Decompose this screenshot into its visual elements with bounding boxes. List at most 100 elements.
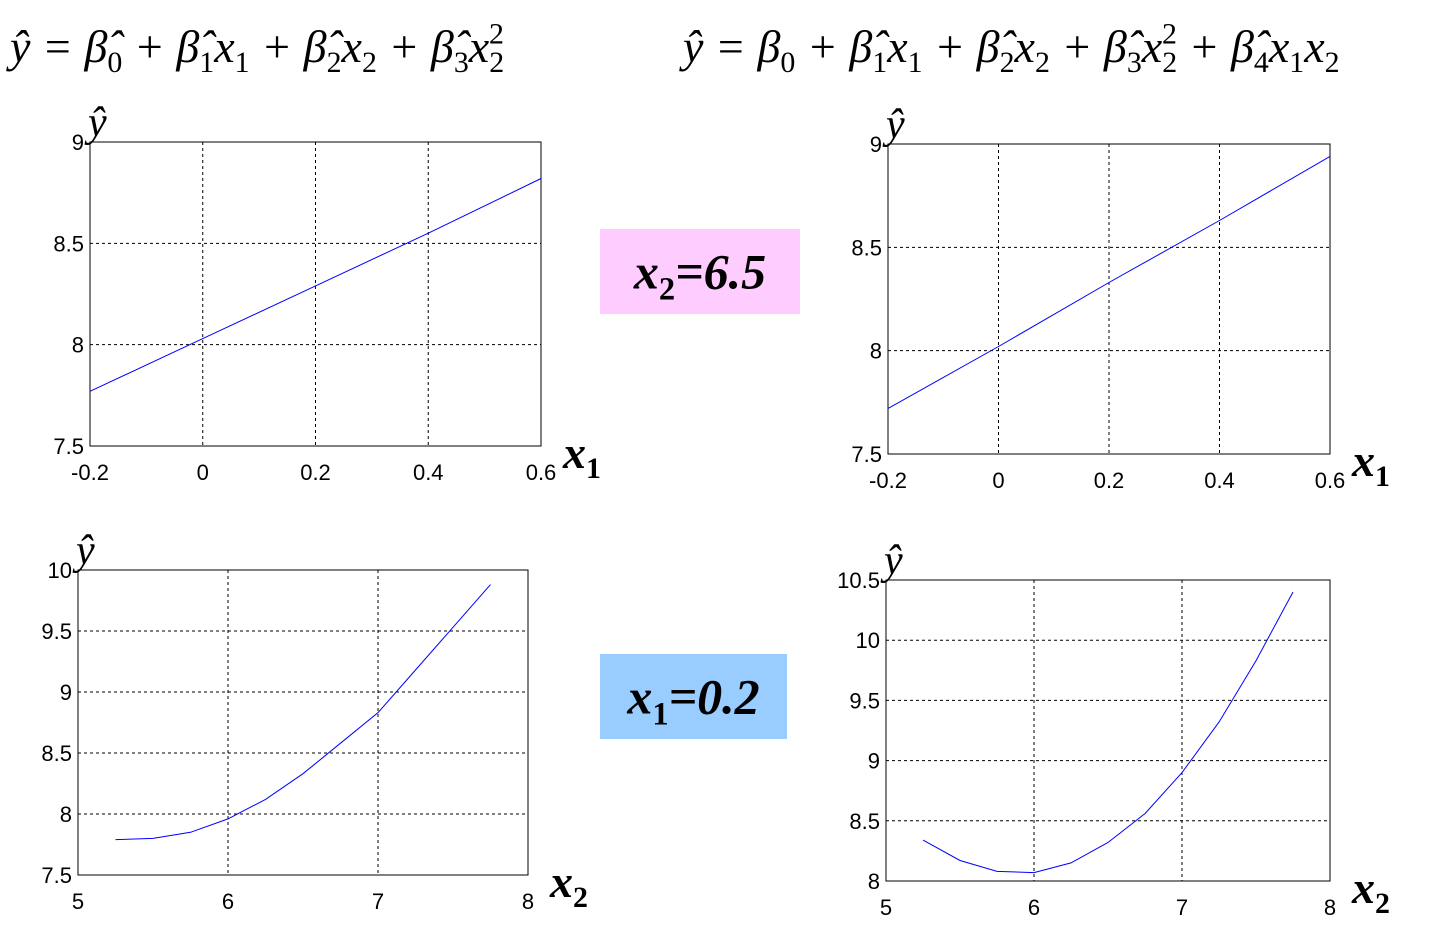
subscript: 2 (362, 46, 377, 79)
term: x (626, 669, 652, 725)
term: x (1351, 435, 1375, 486)
x-tick-label: 6 (222, 889, 234, 914)
term: x (1268, 21, 1290, 72)
x-tick-label: 5 (880, 895, 892, 920)
term: ŷ = β (679, 21, 780, 72)
subscript: 2 (1325, 46, 1340, 79)
y-axis-label: ŷ (880, 538, 903, 584)
y-tick-label: 9 (868, 749, 880, 774)
subscript: 0 (107, 46, 122, 79)
x-tick-label: 5 (72, 889, 84, 914)
line (887, 155, 1331, 409)
y-tick-label: 8 (72, 333, 84, 358)
y-tick-label: 7.5 (41, 863, 72, 888)
x-axis-label: x1​ (562, 427, 601, 485)
line (89, 178, 542, 392)
term: x (1014, 21, 1036, 72)
x-tick-label: 6 (1028, 895, 1040, 920)
term: x (633, 244, 659, 300)
y-tick-label: 8.5 (41, 741, 72, 766)
x-axis-label: x2​ (1351, 862, 1390, 920)
y-tick-label: 9 (60, 680, 72, 705)
subscript: 3 (454, 46, 469, 79)
note: x2​=6.5 (633, 244, 766, 308)
y-tick-label: 8.5 (851, 235, 882, 260)
subscript: 1 (908, 46, 923, 79)
subscript: 0 (780, 46, 795, 79)
term: x (562, 427, 586, 478)
x-tick-label: 7 (372, 889, 384, 914)
superscript: 2 (1162, 18, 1177, 51)
y-tick-label: 8 (60, 802, 72, 827)
subscript: 1 (1289, 46, 1304, 79)
subscript: 4 (1254, 46, 1269, 79)
y-tick-label: 7.5 (53, 434, 84, 459)
x-tick-label: 8 (522, 889, 534, 914)
y-axis-label: ŷ (72, 528, 95, 574)
x-tick-label: 0.4 (413, 460, 444, 485)
term: x (886, 21, 908, 72)
axes-frame (77, 569, 529, 876)
x-tick-label: 0.6 (526, 460, 557, 485)
subscript: 1 (652, 697, 668, 733)
x-tick-label: 7 (1176, 895, 1188, 920)
axes-frame (885, 579, 1331, 882)
term: x (213, 21, 235, 72)
subscript: 2 (1375, 887, 1390, 920)
y-tick-label: 8 (870, 339, 882, 364)
term: x (1141, 21, 1163, 72)
term: x (549, 856, 573, 907)
y-tick-label: 10 (48, 558, 72, 583)
y-tick-label: 10 (856, 628, 880, 653)
y-axis-label: ŷ (882, 102, 905, 148)
plot-area (78, 570, 528, 875)
y-tick-label: 9.5 (41, 619, 72, 644)
subscript: 2 (327, 46, 342, 79)
x-tick-label: 0.4 (1204, 468, 1235, 493)
subscript: 1 (872, 46, 887, 79)
x-tick-label: 0 (992, 468, 1004, 493)
x-tick-label: 0 (197, 460, 209, 485)
subscript: 3 (1127, 46, 1142, 79)
superscript: 2 (489, 18, 504, 51)
subscript: 2 (1035, 46, 1050, 79)
y-tick-label: 10.5 (837, 568, 880, 593)
subscript: 2 (1162, 46, 1177, 79)
y-tick-label: 8.5 (849, 809, 880, 834)
axes-frame (887, 143, 1331, 455)
subscript: 2 (1000, 46, 1015, 79)
subscript: 2 (573, 881, 588, 914)
y-tick-label: 7.5 (851, 442, 882, 467)
plot-area (886, 580, 1330, 881)
y-tick-label: 9.5 (849, 688, 880, 713)
subscript: 1 (235, 46, 250, 79)
x-tick-label: -0.2 (71, 460, 109, 485)
subscript: 2 (489, 46, 504, 79)
note-box (600, 229, 800, 314)
term: x (468, 21, 490, 72)
note-box (600, 654, 787, 739)
x-tick-label: -0.2 (869, 468, 907, 493)
y-tick-label: 8.5 (53, 231, 84, 256)
term: x (341, 21, 363, 72)
line (922, 591, 1294, 874)
term: ŷ = β̂ (6, 21, 125, 72)
x-tick-label: 0.2 (1094, 468, 1125, 493)
formula: ŷ = β0​ + β̂1​x1​ + β̂2​x2​ + β̂3​x22​ +… (679, 18, 1340, 80)
y-tick-label: 9 (870, 132, 882, 157)
note: x1​=0.2 (626, 669, 759, 733)
line (115, 584, 491, 841)
axes-frame (89, 141, 542, 447)
subscript: 2 (659, 272, 675, 308)
subscript: 1 (586, 452, 601, 485)
y-axis-label: ŷ (84, 100, 107, 146)
x-tick-label: 0.2 (300, 460, 331, 485)
term: =6.5 (675, 244, 766, 300)
formula: ŷ = β̂0​ + β̂1​x1​ + β̂2​x2​ + β̂3​x22​ (6, 18, 504, 80)
subscript: 1 (1375, 460, 1390, 493)
subscript: 1 (199, 46, 214, 79)
plot-area (888, 144, 1330, 454)
x-tick-label: 0.6 (1315, 468, 1346, 493)
